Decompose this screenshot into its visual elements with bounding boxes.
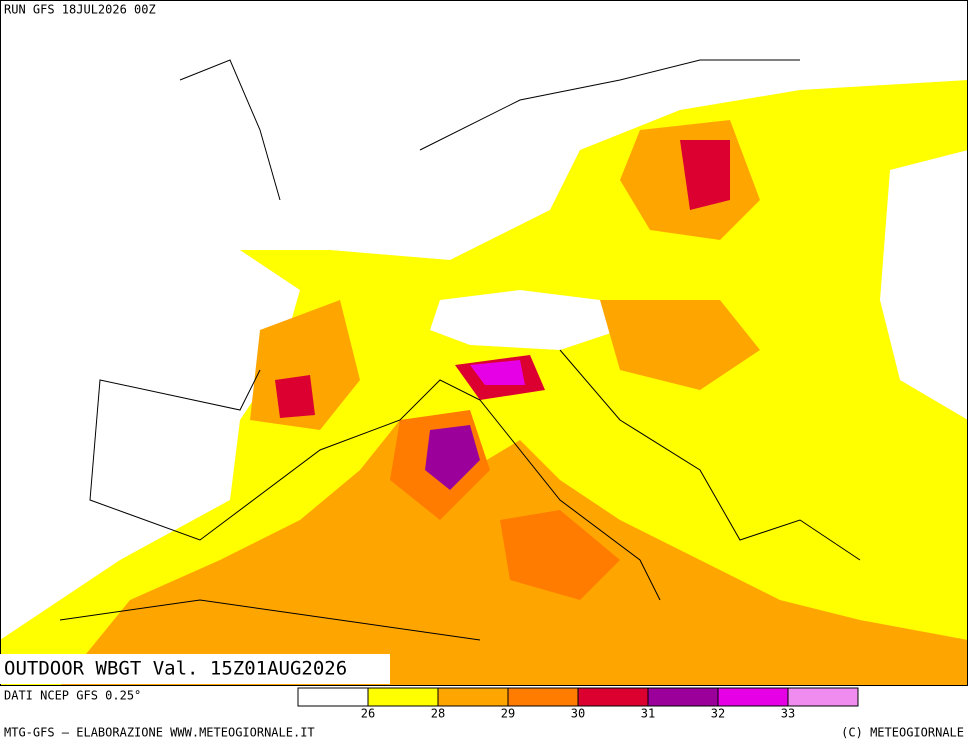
legend-tick-label: 26 bbox=[361, 707, 375, 721]
coastline bbox=[59, 59, 861, 641]
legend-tick-label: 29 bbox=[501, 707, 515, 721]
legend-swatch bbox=[577, 687, 649, 707]
run-label: RUN GFS 18JUL2026 00Z bbox=[4, 3, 156, 17]
legend-swatch bbox=[647, 687, 719, 707]
legend: 26 28 29 30 31 32 33 bbox=[297, 687, 859, 721]
field-red-north bbox=[680, 140, 730, 210]
field-darkorange-sea bbox=[500, 510, 620, 600]
legend-swatch bbox=[717, 687, 789, 707]
legend-swatch bbox=[437, 687, 509, 707]
field-white-alps bbox=[430, 290, 620, 350]
field-magenta bbox=[470, 360, 525, 385]
source-label: DATI NCEP GFS 0.25° bbox=[4, 689, 141, 703]
legend-tick-label: 33 bbox=[781, 707, 795, 721]
legend-swatch bbox=[507, 687, 579, 707]
legend-swatch bbox=[367, 687, 439, 707]
legend-tick-label: 30 bbox=[571, 707, 585, 721]
legend-swatch bbox=[787, 687, 859, 707]
footer-right: (C) METEOGIORNALE bbox=[841, 726, 964, 740]
legend-tick-label: 28 bbox=[431, 707, 445, 721]
map-title: OUTDOOR WBGT Val. 15Z01AUG2026 bbox=[4, 658, 347, 680]
field-white-east bbox=[880, 150, 968, 420]
field-purple bbox=[425, 425, 480, 490]
legend-tick-label: 32 bbox=[711, 707, 725, 721]
footer-left: MTG-GFS — ELABORAZIONE WWW.METEOGIORNALE… bbox=[4, 726, 315, 740]
map-fields bbox=[0, 0, 968, 686]
legend-tick-label: 31 bbox=[641, 707, 655, 721]
field-orange-balkan bbox=[600, 300, 760, 390]
title-box bbox=[0, 654, 390, 684]
legend-swatch bbox=[297, 687, 369, 707]
field-red-west bbox=[275, 375, 315, 418]
